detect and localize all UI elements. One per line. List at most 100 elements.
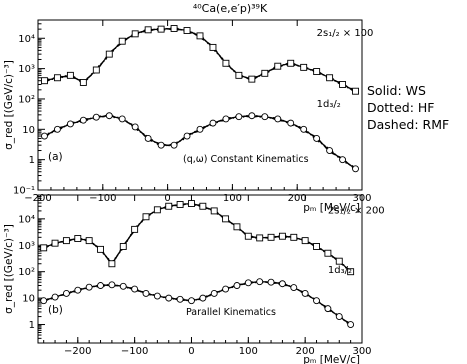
data-point bbox=[62, 237, 70, 245]
x-tick-label: 0 bbox=[164, 193, 170, 204]
plot-frame bbox=[37, 194, 363, 344]
data-point bbox=[352, 165, 359, 173]
data-point bbox=[144, 134, 152, 142]
data-point bbox=[196, 125, 204, 133]
data-point bbox=[131, 123, 139, 131]
data-point bbox=[300, 125, 308, 133]
series-label: 1d₃/₂ bbox=[317, 99, 341, 110]
data-point bbox=[131, 30, 139, 38]
data-point bbox=[339, 81, 347, 88]
panel-b: −200 −100 0 100 200 300 1 10 10² 10³ 10⁴ pₘ [MeV/c]… bbox=[3, 194, 385, 364]
data-point bbox=[53, 125, 61, 133]
y-tick-label: 10 bbox=[22, 125, 35, 136]
data-point bbox=[199, 294, 207, 302]
legend-item-ws: Solid: WS bbox=[367, 83, 426, 98]
data-point bbox=[176, 295, 184, 303]
data-point bbox=[153, 292, 161, 300]
data-point bbox=[301, 237, 309, 245]
data-point bbox=[41, 132, 48, 140]
data-point bbox=[153, 206, 161, 214]
legend-item-hf: Dotted: HF bbox=[367, 100, 435, 115]
data-point bbox=[209, 43, 217, 51]
y-tick-label: 10 bbox=[22, 294, 35, 305]
data-point bbox=[105, 112, 113, 120]
data-point bbox=[290, 233, 298, 241]
panel-label: (a) bbox=[48, 151, 63, 163]
x-tick-label: −100 bbox=[89, 193, 116, 204]
y-tick-label: 1 bbox=[29, 155, 35, 166]
series-label: 2s₁/₂ × 200 bbox=[328, 205, 385, 216]
data-point bbox=[278, 232, 286, 240]
data-point bbox=[108, 281, 116, 289]
data-point bbox=[233, 282, 241, 289]
data-point bbox=[165, 202, 173, 210]
data-point bbox=[301, 290, 309, 297]
data-point bbox=[313, 68, 321, 76]
data-point bbox=[222, 59, 230, 67]
data-point bbox=[274, 115, 282, 123]
y-tick-label: 10³ bbox=[18, 64, 35, 75]
data-point bbox=[244, 279, 252, 287]
data-point bbox=[183, 132, 191, 140]
x-axis-label: pₘ [MeV/c] bbox=[303, 354, 360, 364]
data-point bbox=[157, 141, 165, 149]
y-tick-label: 10³ bbox=[18, 241, 35, 252]
data-point bbox=[40, 297, 48, 305]
data-point bbox=[222, 115, 230, 123]
data-point bbox=[119, 243, 127, 250]
data-point bbox=[196, 32, 204, 40]
x-tick-label: 200 bbox=[296, 346, 315, 357]
data-point bbox=[66, 71, 74, 79]
data-point bbox=[119, 282, 127, 290]
data-point bbox=[131, 225, 139, 233]
data-point bbox=[170, 25, 178, 32]
x-tick-label: 100 bbox=[223, 193, 242, 204]
data-point bbox=[256, 278, 264, 286]
data-point bbox=[235, 113, 243, 121]
data-point bbox=[51, 239, 59, 247]
y-tick-label: 10² bbox=[18, 267, 35, 278]
data-point bbox=[92, 66, 100, 74]
data-point bbox=[300, 63, 308, 71]
data-point bbox=[274, 62, 282, 70]
data-point bbox=[74, 286, 82, 294]
data-point bbox=[347, 321, 355, 328]
model-curve-rmf bbox=[43, 201, 351, 271]
y-axis-label: σ_red [(GeV/c)⁻³] bbox=[3, 60, 15, 150]
data-point bbox=[210, 207, 218, 215]
data-point bbox=[326, 147, 334, 154]
data-point bbox=[41, 77, 48, 85]
y-tick-label: 10⁴ bbox=[18, 34, 35, 45]
legend-item-rmf: Dashed: RMF bbox=[367, 117, 450, 132]
series-label: 1d₃/₂ bbox=[328, 265, 352, 276]
data-point bbox=[40, 244, 48, 252]
data-point bbox=[267, 233, 275, 241]
data-point bbox=[210, 290, 218, 297]
model-curve-hf bbox=[43, 202, 352, 274]
data-point bbox=[97, 245, 104, 253]
model-curve-hf bbox=[43, 280, 352, 327]
legend: Solid: WS Dotted: HF Dashed: RMF bbox=[367, 82, 449, 133]
y-axis-label: σ_red [(GeV/c)⁻³] bbox=[3, 224, 15, 314]
data-point bbox=[261, 69, 269, 77]
data-point bbox=[188, 297, 195, 305]
data-point bbox=[222, 285, 230, 293]
data-point bbox=[261, 113, 269, 121]
data-point bbox=[347, 268, 355, 276]
data-point bbox=[176, 201, 184, 208]
data-point bbox=[62, 290, 70, 297]
kinematics-label: Parallel Kinematics bbox=[186, 307, 276, 318]
data-point bbox=[79, 79, 87, 86]
kinematics-label: (q,ω) Constant Kinematics bbox=[183, 154, 309, 165]
data-point bbox=[79, 116, 87, 124]
x-tick-label: 300 bbox=[352, 346, 371, 357]
data-point bbox=[188, 200, 195, 207]
data-point bbox=[324, 249, 332, 257]
data-point bbox=[105, 50, 113, 58]
figure-title: ⁴⁰Ca(e,e′p)³⁹K bbox=[192, 2, 268, 15]
x-tick-label: 100 bbox=[239, 346, 258, 357]
data-point bbox=[165, 294, 173, 302]
data-point bbox=[51, 293, 59, 301]
